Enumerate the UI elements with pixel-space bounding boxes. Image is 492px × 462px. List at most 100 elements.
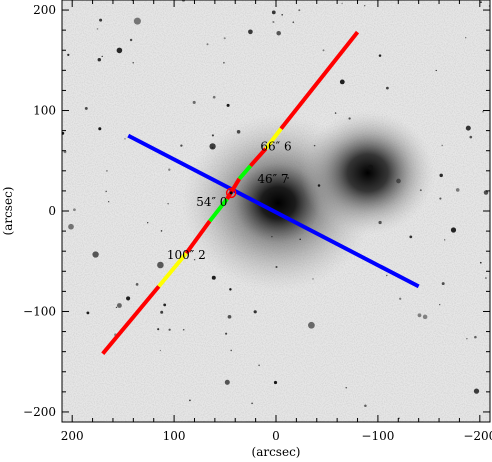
background-star (364, 5, 366, 7)
background-star (163, 303, 167, 307)
background-star (299, 238, 301, 241)
background-star (271, 236, 273, 238)
background-star (298, 9, 301, 12)
background-star (223, 61, 225, 64)
background-star (115, 306, 118, 309)
background-star (473, 388, 480, 394)
background-star (258, 364, 260, 367)
background-star (269, 192, 272, 195)
background-star (230, 349, 232, 352)
background-star (126, 296, 131, 301)
background-star (308, 321, 315, 329)
background-star (86, 311, 90, 315)
tick-labels: 200 100 0 −100 −200 −200 −100 0 100 200 (23, 3, 492, 443)
background-star (419, 189, 422, 192)
background-star (84, 106, 88, 110)
background-star (116, 303, 122, 308)
background-star (92, 251, 99, 258)
background-star (422, 314, 428, 320)
background-star (248, 29, 253, 35)
background-star (223, 37, 226, 40)
y-tick-label: 100 (33, 104, 56, 118)
x-tick-label: −100 (361, 429, 394, 443)
background-star (484, 277, 487, 279)
background-star (469, 135, 473, 139)
background-star (386, 86, 389, 90)
color-coded-slit-segment-2 (157, 251, 188, 288)
background-star (441, 144, 443, 147)
background-star (399, 297, 402, 300)
background-star (97, 57, 102, 62)
x-tick-label: 200 (61, 429, 84, 443)
background-star (160, 230, 163, 232)
background-star (229, 288, 232, 291)
x-tick-label: 100 (163, 429, 186, 443)
color-coded-slit-segment-4 (208, 197, 229, 223)
background-star (253, 310, 257, 314)
background-star (367, 164, 374, 171)
background-star (209, 143, 216, 150)
color-coded-slit-segment-7 (249, 147, 268, 168)
plot-area (62, 0, 490, 422)
background-star (348, 117, 351, 120)
background-star (99, 18, 103, 22)
background-star (147, 222, 149, 224)
axis-ticks (62, 0, 490, 422)
background-star (271, 10, 276, 15)
background-stars (62, 0, 490, 420)
background-star (180, 144, 183, 147)
background-star (225, 332, 228, 335)
background-star (409, 235, 413, 239)
separation-annotation: 46″ 7 (257, 172, 288, 186)
blue-slit (127, 133, 420, 289)
background-star (444, 239, 446, 241)
background-star (334, 112, 337, 114)
background-star (226, 103, 230, 107)
background-star (206, 43, 209, 46)
background-star (435, 69, 437, 72)
background-star (281, 13, 284, 16)
color-coded-slit-segment-9 (279, 30, 360, 130)
x-axis-title: (arcsec) (252, 445, 301, 459)
background-star (182, 328, 185, 331)
background-star (192, 100, 196, 104)
background-star (474, 335, 477, 339)
separation-annotation: 54″ 0 (196, 195, 227, 209)
background-star (417, 313, 422, 318)
background-star (124, 138, 126, 140)
background-star (167, 203, 169, 205)
background-star (98, 127, 102, 131)
background-star (160, 310, 164, 314)
color-coded-slit-segment-3 (184, 219, 212, 255)
background-star (439, 173, 443, 178)
background-star (482, 110, 484, 113)
color-coded-slit-segment-8 (264, 127, 283, 150)
background-star (292, 21, 295, 24)
background-star (106, 170, 108, 172)
y-tick-label: −100 (23, 304, 56, 318)
background-star (465, 125, 471, 131)
background-star (227, 314, 232, 319)
background-star (108, 201, 110, 203)
background-star (378, 54, 382, 57)
reference-marker (225, 187, 237, 199)
background-star (312, 278, 314, 280)
background-star (193, 258, 196, 261)
background-star (129, 38, 133, 42)
separation-annotation: 66″ 6 (260, 140, 291, 154)
background-star (67, 53, 70, 57)
background-star (251, 402, 253, 405)
background-star (272, 20, 275, 24)
y-axis-title: (arcsec) (1, 187, 15, 236)
background-star (339, 79, 345, 85)
marker-layer (225, 187, 237, 199)
galaxies (182, 110, 435, 292)
background-star (62, 131, 65, 135)
background-star (211, 134, 214, 137)
background-star (159, 349, 162, 352)
background-star (455, 188, 460, 192)
reference-marker-dot (229, 191, 233, 195)
color-coded-slit-segment-6 (237, 164, 253, 181)
background-star (135, 283, 139, 286)
